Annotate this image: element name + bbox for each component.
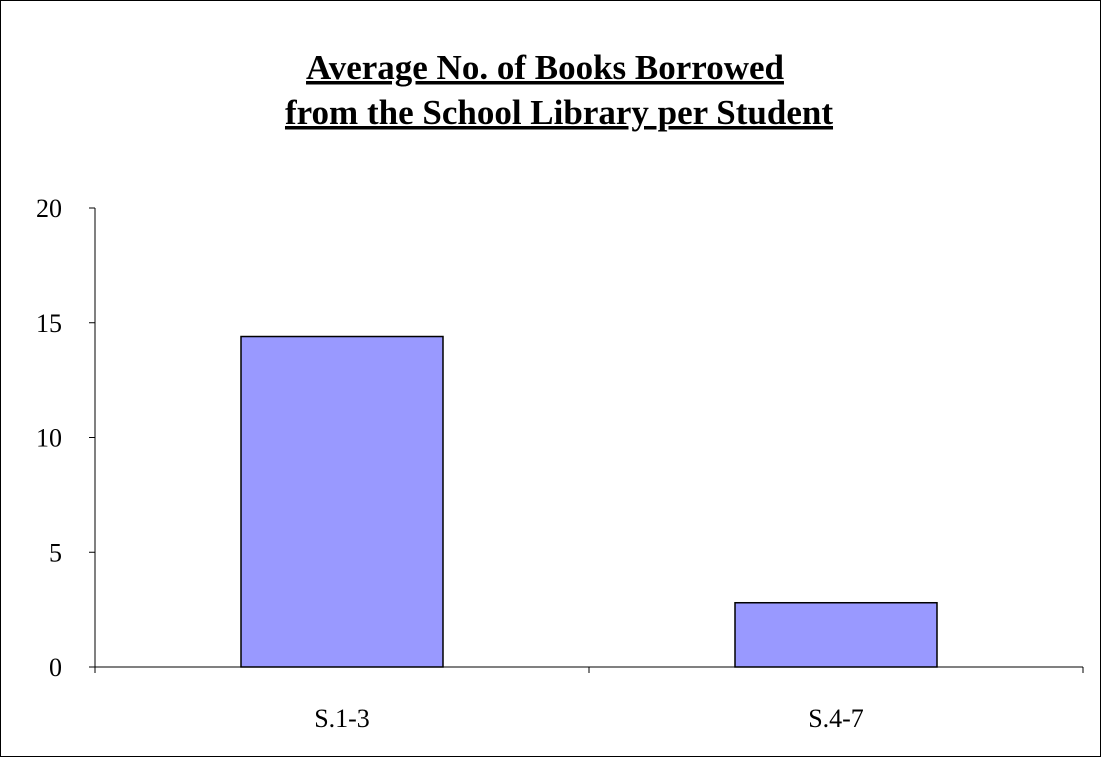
bar <box>734 601 938 668</box>
chart-title-line-1: Average No. of Books Borrowed <box>306 48 784 87</box>
x-tick-labels: S.1-3 S.4-7 <box>314 704 864 733</box>
bar <box>240 335 444 668</box>
y-tick-label: 5 <box>49 538 62 567</box>
x-tick-label: S.4-7 <box>808 704 864 733</box>
y-tick-label: 0 <box>49 653 62 682</box>
chart-title: Average No. of Books Borrowed from the S… <box>285 48 833 132</box>
x-tick-label: S.1-3 <box>314 704 370 733</box>
y-tick-label: 15 <box>36 309 62 338</box>
y-tick-label: 20 <box>36 194 62 223</box>
bars <box>240 335 938 668</box>
y-tick-label: 10 <box>36 424 62 453</box>
y-tick-labels: 0 5 10 15 20 <box>36 194 62 682</box>
chart-title-line-2: from the School Library per Student <box>285 93 833 132</box>
